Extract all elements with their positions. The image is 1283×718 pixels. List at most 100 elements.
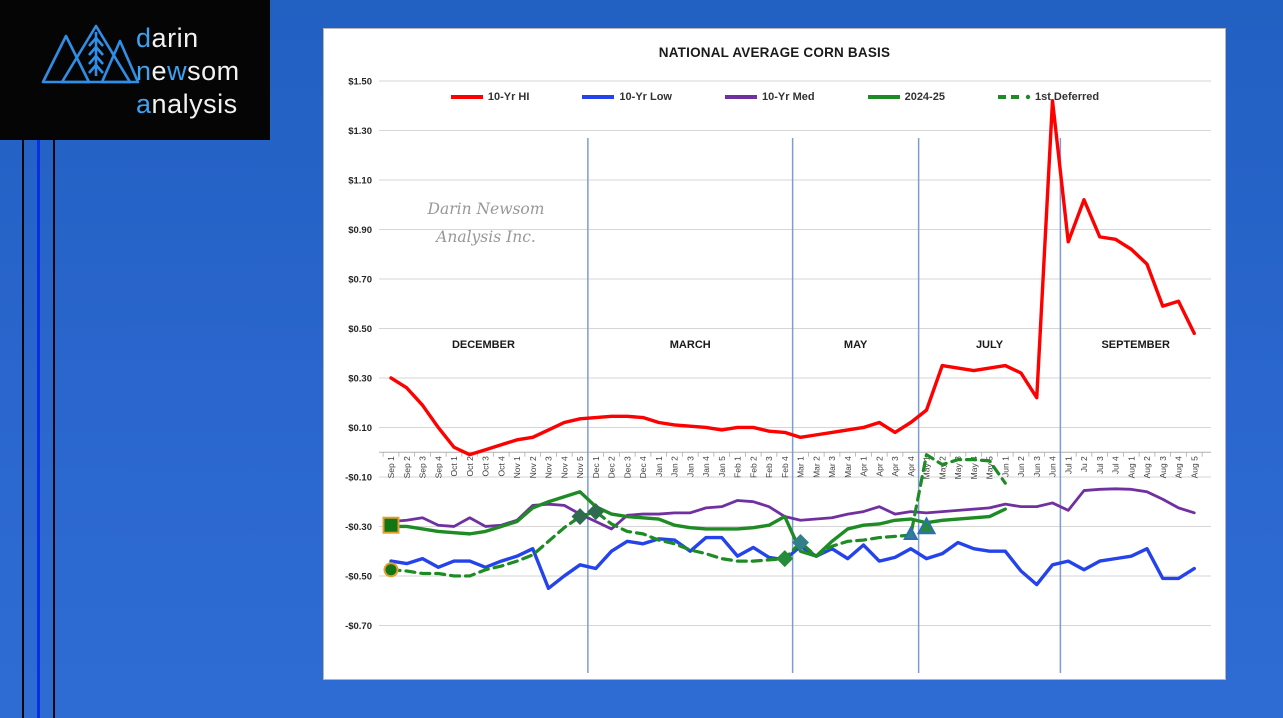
x-axis-tick: Nov 3 (544, 456, 554, 478)
legend-item: 2024-25 (867, 91, 945, 103)
x-axis-tick: Aug 1 (1126, 456, 1136, 478)
x-axis-tick: May 2 (937, 456, 947, 479)
x-axis-tick: Jun 3 (1032, 456, 1042, 477)
legend-swatch-icon (450, 95, 483, 99)
x-axis-tick: Aug 4 (1174, 456, 1184, 478)
watermark-line2: Analysis Inc. (436, 228, 536, 246)
x-axis-tick: May 5 (985, 456, 995, 479)
x-axis-tick: Jul 1 (1063, 456, 1073, 474)
legend-swatch-icon (997, 94, 1031, 100)
x-axis-tick: Feb 2 (748, 456, 758, 478)
diamond-marker (776, 550, 794, 568)
y-axis-tick: $1.10 (348, 175, 372, 186)
x-axis-tick: Dec 4 (638, 456, 648, 478)
y-axis-tick: -$0.70 (345, 621, 372, 632)
triangle-marker (903, 525, 919, 540)
x-axis-tick: Jan 5 (717, 456, 727, 477)
logo-wordmark: darin newsom analysis (136, 23, 240, 119)
legend-item: 10-Yr Med (724, 91, 815, 103)
x-axis-tick: Dec 1 (591, 456, 601, 478)
x-axis-tick: Oct 4 (496, 456, 506, 477)
x-axis-tick: Jul 3 (1095, 456, 1105, 474)
y-axis-tick: $1.50 (348, 76, 372, 87)
section-label: MAY (844, 339, 868, 351)
legend-swatch-icon (582, 95, 615, 99)
x-axis-tick: Apr 3 (890, 456, 900, 477)
x-axis-tick: Jun 1 (1000, 456, 1010, 477)
series-10-yr-hi (389, 99, 1196, 457)
x-axis-tick: Mar 2 (811, 456, 821, 478)
y-axis-tick: $1.30 (348, 126, 372, 137)
diamond-marker (587, 503, 605, 521)
x-axis-tick: Aug 2 (1142, 456, 1152, 478)
x-axis-tick: Mar 1 (796, 456, 806, 478)
x-axis-tick: Jan 1 (654, 456, 664, 477)
y-axis-tick: -$0.50 (345, 571, 372, 582)
legend-label: 2024-25 (904, 91, 945, 103)
x-axis-tick: Sep 3 (418, 456, 428, 478)
x-axis-tick: Feb 3 (764, 456, 774, 478)
x-axis-tick: Oct 3 (481, 456, 491, 477)
section-label: JULY (976, 339, 1004, 351)
x-axis-tick: Mar 3 (827, 456, 837, 478)
x-axis-tick: Jan 3 (685, 456, 695, 477)
x-axis-tick: Apr 4 (906, 456, 916, 477)
x-axis-tick: Sep 2 (402, 456, 412, 478)
x-axis-tick: Nov 1 (512, 456, 522, 478)
series-10-yr-low (389, 535, 1196, 591)
y-axis-tick: $0.30 (348, 373, 372, 384)
chart-title: NATIONAL AVERAGE CORN BASIS (658, 45, 891, 60)
x-axis-tick: Dec 2 (607, 456, 617, 478)
x-axis-tick: Jan 2 (670, 456, 680, 477)
diamond-marker (571, 508, 589, 526)
x-axis-tick: May 1 (922, 456, 932, 479)
mountains-wheat-icon (41, 24, 140, 84)
x-axis-tick: Jul 4 (1111, 456, 1121, 474)
legend-swatch-icon (725, 95, 757, 99)
chart-legend: 10-Yr HI 10-Yr Low 10-Yr Med 2024-25 1st Def… (324, 91, 1225, 103)
y-axis-tick: $0.50 (348, 324, 372, 335)
x-axis-tick: May 4 (969, 456, 979, 479)
diamond-marker (792, 534, 809, 552)
x-axis-tick: Dec 3 (622, 456, 632, 478)
series-1st-deferred (389, 453, 1007, 578)
x-axis-tick: Nov 4 (559, 456, 569, 478)
square-marker (382, 516, 400, 534)
x-axis-tick: Aug 5 (1189, 456, 1199, 478)
x-axis-tick: Jan 4 (701, 456, 711, 477)
circle-marker (383, 562, 399, 578)
section-label: SEPTEMBER (1101, 339, 1170, 351)
decorative-stripe-black-left (22, 140, 24, 718)
x-axis-tick: Jun 4 (1048, 456, 1058, 477)
x-axis-tick: Oct 1 (449, 456, 459, 477)
x-axis-tick: Mar 4 (843, 456, 853, 478)
watermark-line1: Darin Newsom (427, 200, 545, 218)
x-axis-tick: Feb 4 (780, 456, 790, 478)
x-axis-tick: Jun 2 (1016, 456, 1026, 477)
x-axis-tick: May 3 (953, 456, 963, 479)
legend-label: 10-Yr Low (619, 91, 672, 103)
y-axis-tick: -$0.10 (345, 472, 372, 483)
x-axis-tick: Nov 5 (575, 456, 585, 478)
section-label: MARCH (670, 339, 711, 351)
y-axis-tick: $0.70 (348, 274, 372, 285)
y-axis-tick: $0.10 (348, 423, 372, 434)
line-chart: $1.50 $1.30 $1.10 $0.90 $0.70 $0.50 $0.30 $0.10… (345, 76, 1211, 673)
y-axis-tick: -$0.30 (345, 522, 372, 533)
decorative-stripe-black-right (53, 140, 55, 718)
y-axis-tick: $0.90 (348, 225, 372, 236)
x-axis-tick: Oct 2 (465, 456, 475, 477)
x-axis-tick: Aug 3 (1158, 456, 1168, 478)
triangle-marker (916, 516, 937, 535)
section-label: DECEMBER (452, 339, 515, 351)
decorative-stripe-blue (37, 140, 40, 718)
series-2024-25 (389, 490, 1007, 558)
company-logo: darin newsom analysis (0, 0, 270, 140)
legend-item: 10-Yr HI (450, 91, 529, 103)
x-axis-tick: Nov 2 (528, 456, 538, 478)
x-axis-tick: Sep 1 (386, 456, 396, 478)
x-axis-tick: Sep 4 (433, 456, 443, 478)
x-axis-tick: Apr 2 (874, 456, 884, 477)
legend-label: 10-Yr Med (762, 91, 815, 103)
